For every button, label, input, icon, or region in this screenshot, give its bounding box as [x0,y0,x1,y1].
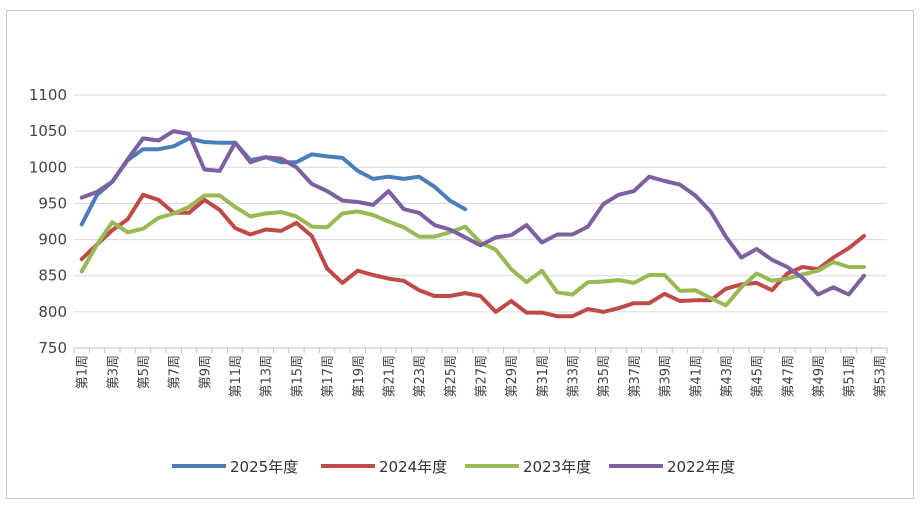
x-tick-label: 第47周 [781,355,796,398]
series-line-3 [79,193,866,308]
x-tick-label: 第23周 [413,355,428,398]
x-tick-label: 第29周 [505,355,520,398]
y-tick-label: 900 [38,231,67,249]
x-tick-label: 第45周 [751,355,766,398]
x-tick-label: 第5周 [137,355,152,389]
y-tick-label: 750 [38,339,67,357]
x-tick-label: 第15周 [290,355,305,398]
y-tick-label: 1100 [29,86,67,104]
x-tick-label: 第13周 [260,355,275,398]
x-tick-label: 第51周 [843,355,858,398]
y-tick-label: 800 [38,303,67,321]
x-tick-label: 第21周 [382,355,397,398]
legend-label: 2023年度 [523,458,591,476]
series-line-2 [79,192,866,319]
series-line-4 [79,129,866,297]
x-tick-label: 第33周 [567,355,582,398]
legend-label: 2025年度 [230,458,298,476]
x-tick-label: 第35周 [597,355,612,398]
x-tick-label: 第41周 [689,355,704,398]
x-tick-label: 第39周 [659,355,674,398]
x-tick-label: 第3周 [106,355,121,389]
x-tick-label: 第31周 [536,355,551,398]
x-tick-label: 第1周 [76,355,91,389]
x-tick-label: 第19周 [352,355,367,398]
x-tick-label: 第17周 [321,355,336,398]
x-tick-label: 第43周 [720,355,735,398]
legend-label: 2024年度 [379,458,447,476]
y-tick-label: 950 [38,194,67,212]
y-tick-label: 850 [38,267,67,285]
x-tick-label: 第37周 [628,355,643,398]
y-tick-label: 1000 [29,158,67,176]
x-tick-label: 第49周 [812,355,827,398]
x-tick-label: 第9周 [198,355,213,389]
y-tick-label: 1050 [29,122,67,140]
legend-label: 2022年度 [667,458,735,476]
x-tick-label: 第7周 [168,355,183,389]
x-tick-label: 第53周 [873,355,888,398]
x-tick-label: 第25周 [444,355,459,398]
x-tick-label: 第27周 [475,355,490,398]
x-tick-label: 第11周 [229,355,244,398]
